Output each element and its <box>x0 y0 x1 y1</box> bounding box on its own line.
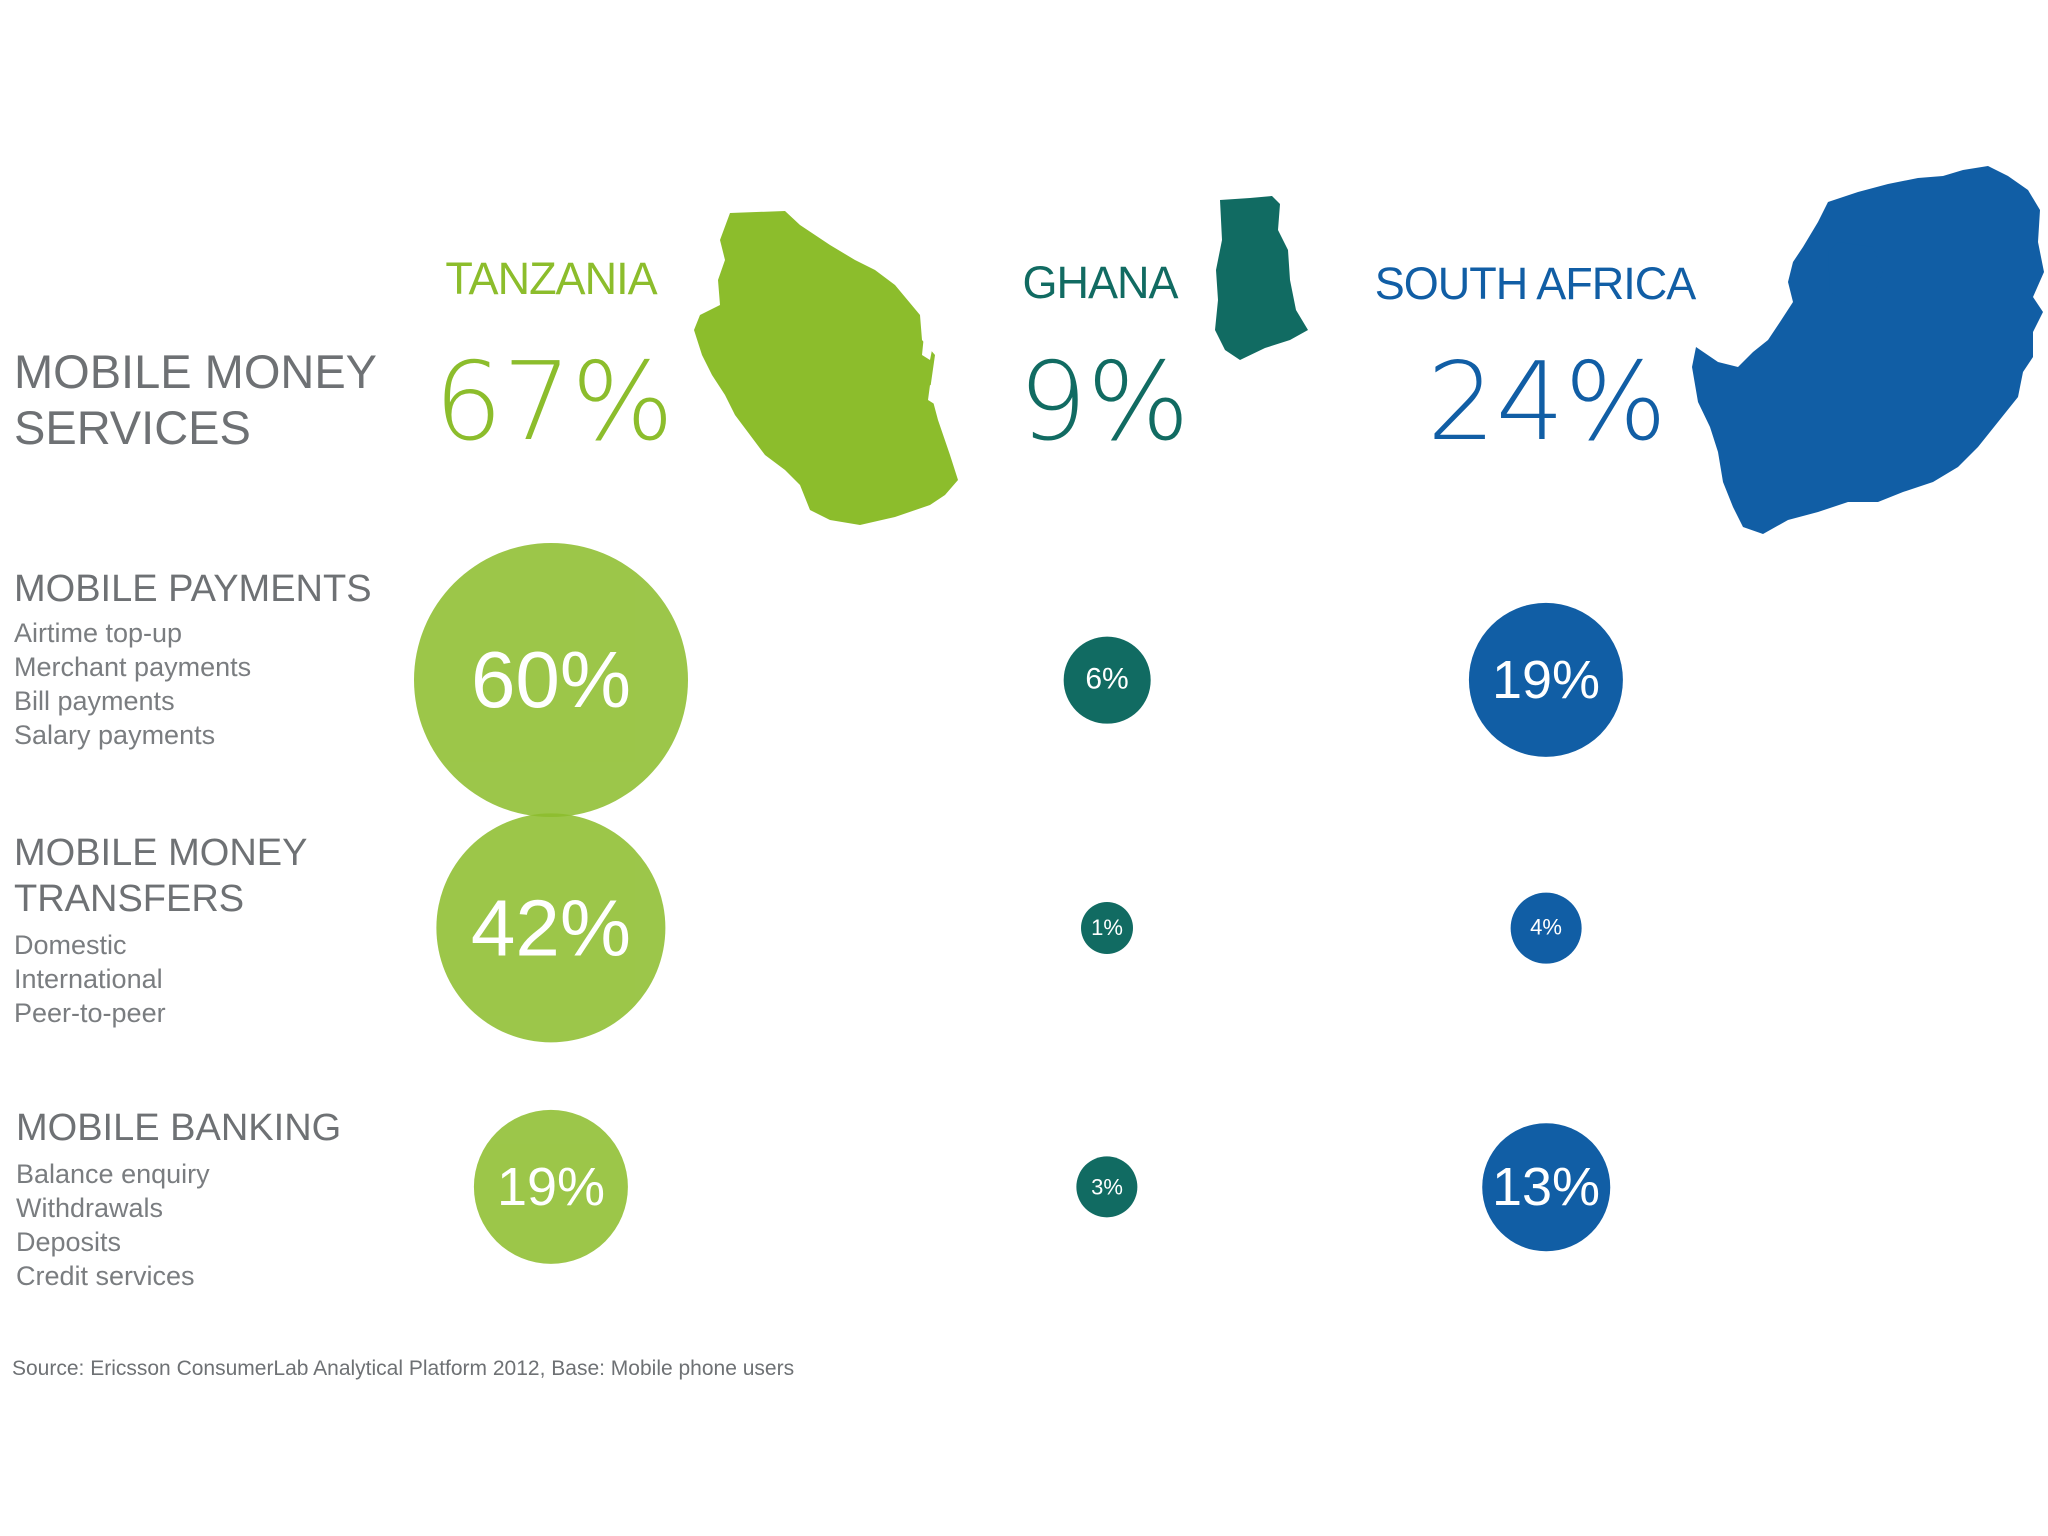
country-overall-tanzania: 67% <box>433 340 675 465</box>
list-item: Deposits <box>16 1227 122 1257</box>
bubble-label: 19% <box>496 1157 606 1217</box>
bubble-ghana-mobile-money-transfers: 1% <box>1081 902 1133 954</box>
category-items: Balance enquiry Withdrawals Deposits Cre… <box>16 1157 341 1293</box>
bubble-label: 3% <box>1091 1173 1123 1199</box>
list-item: Balance enquiry <box>16 1159 210 1189</box>
category-items: Airtime top-up Merchant payments Bill pa… <box>14 616 372 752</box>
bubble-tanzania-mobile-banking: 19% <box>473 1109 629 1265</box>
south-africa-map-icon <box>1692 166 2044 534</box>
list-item: Bill payments <box>14 686 175 716</box>
bubble-label: 4% <box>1530 914 1562 940</box>
tanzania-map-icon <box>694 211 958 525</box>
bubble-ghana-mobile-banking: 3% <box>1076 1156 1138 1218</box>
bubble-ghana-mobile-payments: 6% <box>1063 636 1151 724</box>
bubble-label: 60% <box>470 635 632 724</box>
bubble-label: 19% <box>1491 650 1601 710</box>
country-overall-south-africa: 24% <box>1426 340 1668 465</box>
bubble-label: 6% <box>1085 662 1129 696</box>
bubble-south-africa-mobile-banking: 13% <box>1482 1123 1610 1251</box>
category-title-line2: TRANSFERS <box>14 878 245 920</box>
category-title-line1: MOBILE MONEY <box>14 832 308 874</box>
list-item: Domestic <box>14 930 127 960</box>
list-item: Merchant payments <box>14 652 252 682</box>
page-title: MOBILE MONEY SERVICES <box>14 344 377 456</box>
bubble-tanzania-mobile-money-transfers: 42% <box>436 813 666 1043</box>
bubble-tanzania-mobile-payments: 60% <box>414 543 688 817</box>
country-name-tanzania: TANZANIA <box>445 253 657 304</box>
source-note: Source: Ericsson ConsumerLab Analytical … <box>12 1357 795 1380</box>
category-title: MOBILE BANKING <box>16 1107 342 1149</box>
ghana-map-icon <box>1215 196 1308 360</box>
list-item: Credit services <box>16 1261 195 1291</box>
page-title-line1: MOBILE MONEY <box>14 345 378 398</box>
category-title: MOBILE PAYMENTS <box>14 568 372 610</box>
country-name-south-africa: SOUTH AFRICA <box>1374 258 1697 309</box>
country-overall-ghana: 9% <box>1018 340 1190 465</box>
list-item: Peer-to-peer <box>14 998 166 1028</box>
bubble-label: 42% <box>470 882 632 972</box>
list-item: International <box>14 964 163 994</box>
bubble-label: 1% <box>1091 915 1123 940</box>
bubble-south-africa-mobile-money-transfers: 4% <box>1510 892 1582 964</box>
page-title-line2: SERVICES <box>14 401 251 454</box>
category-items: Domestic International Peer-to-peer <box>14 928 308 1030</box>
category-mobile-money-transfers: MOBILE MONEY TRANSFERS Domestic Internat… <box>14 830 308 1030</box>
bubble-south-africa-mobile-payments: 19% <box>1468 602 1624 758</box>
country-name-ghana: GHANA <box>1022 257 1178 308</box>
list-item: Withdrawals <box>16 1193 164 1223</box>
bubble-label: 13% <box>1491 1157 1601 1217</box>
category-mobile-payments: MOBILE PAYMENTS Airtime top-up Merchant … <box>14 566 372 752</box>
list-item: Salary payments <box>14 720 216 750</box>
category-mobile-banking: MOBILE BANKING Balance enquiry Withdrawa… <box>16 1105 341 1293</box>
list-item: Airtime top-up <box>14 618 183 648</box>
